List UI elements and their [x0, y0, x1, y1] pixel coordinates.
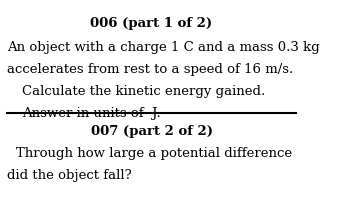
Text: accelerates from rest to a speed of 16 m/s.: accelerates from rest to a speed of 16 m…: [7, 63, 294, 76]
Text: Calculate the kinetic energy gained.: Calculate the kinetic energy gained.: [22, 85, 266, 98]
Text: An object with a charge 1 C and a mass 0.3 kg: An object with a charge 1 C and a mass 0…: [7, 41, 320, 54]
Text: Answer in units of  J.: Answer in units of J.: [22, 107, 161, 120]
Text: Through how large a potential difference: Through how large a potential difference: [16, 147, 293, 160]
Text: did the object fall?: did the object fall?: [7, 169, 132, 182]
Text: 006 (part 1 of 2): 006 (part 1 of 2): [90, 17, 212, 30]
Text: 007 (part 2 of 2): 007 (part 2 of 2): [91, 125, 212, 138]
